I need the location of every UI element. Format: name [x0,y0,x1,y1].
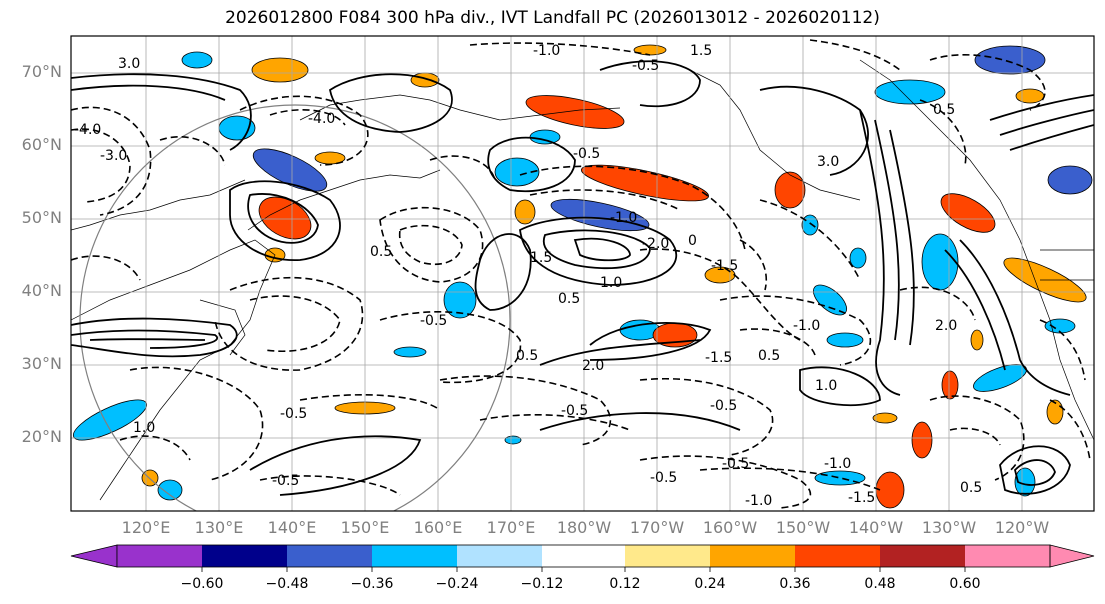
colorbar-segment [625,545,710,567]
colorbar-tick-label: 0.36 [779,576,811,592]
contour-label: -0.5 [573,146,600,162]
colorbar-tick-label: −0.36 [350,576,394,592]
colorbar-tick-label: −0.48 [265,576,309,592]
colorbar-tick-label: −0.12 [520,576,564,592]
colorbar-tick-label: 0.60 [949,576,981,592]
negative-ivt-contours [71,39,1091,509]
contour-label: -0.5 [280,406,307,422]
coastlines [71,59,1094,501]
lon-label: 170°E [486,518,536,537]
contour-label: -1.0 [824,456,851,472]
colorbar-max-extension [1049,544,1095,568]
contour-label: 2.0 [935,318,957,334]
colorbar-tick-label: −0.60 [180,576,224,592]
lat-label: 70°N [21,62,62,81]
contour-label: 3.0 [817,154,839,170]
contour-label: -4.0 [74,122,101,138]
contour-label: -1.5 [705,350,732,366]
colorbar-tick-label: 0.24 [694,576,726,592]
colorbar-tick-label: −0.24 [435,576,479,592]
lon-label: 140°E [267,518,317,537]
contour-label: 1.0 [133,420,155,436]
colorbar [70,544,1095,572]
colorbar-tick-label: 0.12 [609,576,641,592]
lon-label: 150°W [775,518,831,537]
contour-label: -0.5 [710,398,737,414]
lon-label: 160°W [702,518,758,537]
contour-label: 0.5 [960,480,982,496]
lon-label: 120°E [121,518,171,537]
contour-label: 3.0 [118,56,140,72]
graticule [71,36,1094,511]
colorbar-segment [372,545,457,567]
map-title: 2026012800 F084 300 hPa div., IVT Landfa… [225,8,880,28]
lat-label: 30°N [21,354,62,373]
contour-label: 0.5 [758,348,780,364]
lat-label: 60°N [21,135,62,154]
colorbar-segment [880,545,965,567]
lon-label: 150°E [340,518,390,537]
contour-label: 0 [688,233,697,249]
contour-label: -1.5 [848,490,875,506]
lat-label: 50°N [21,208,62,227]
contour-label: -2.0 [642,236,669,252]
contour-label: -1.0 [745,493,772,509]
contour-label: -1.0 [793,318,820,334]
lon-label: 130°E [194,518,244,537]
colorbar-tick-marks [201,567,966,572]
lat-label: 20°N [21,427,62,446]
negative-divergence-shading [72,45,1093,501]
colorbar-frame [116,544,1051,568]
lon-label: 170°W [629,518,685,537]
lat-label: 40°N [21,281,62,300]
colorbar-segment [542,545,625,567]
positive-ivt-contours [71,60,1094,496]
colorbar-segment [710,545,795,567]
contour-label: -0.5 [722,456,749,472]
contour-label: -0.5 [561,403,588,419]
contour-label: 1.5 [690,43,712,59]
lon-label: 120°W [994,518,1050,537]
contour-label: -3.0 [100,148,127,164]
lon-label: 180°W [556,518,612,537]
colorbar-segment [287,545,372,567]
contour-label: -1.5 [711,258,738,274]
contour-label: -0.5 [420,313,447,329]
contour-label: -1.0 [610,210,637,226]
colorbar-segment [117,545,202,567]
contour-label: 1.5 [530,250,552,266]
colorbar-segment [202,545,287,567]
colorbar-segment [965,545,1050,567]
contour-label: 1.0 [600,275,622,291]
contour-label: -0.5 [272,473,299,489]
colorbar-tick-label: 0.48 [864,576,896,592]
lon-label: 140°W [848,518,904,537]
lon-label: 160°E [413,518,463,537]
colorbar-min-extension [70,544,118,568]
range-circle [79,104,511,511]
contour-label: -0.5 [632,58,659,74]
lon-label: 130°W [921,518,977,537]
contour-labels: 3.0 3.0 -4.0 -3.0 -4.0 -1.0 1.5 -0.5 0.5… [74,43,982,509]
colorbar-segment [457,545,542,567]
map-frame [70,35,1095,512]
contour-label: -0.5 [650,470,677,486]
contour-label: 0.5 [370,244,392,260]
contour-label: -4.0 [308,111,335,127]
contour-label: 0.5 [933,102,955,118]
contour-label: -1.0 [533,43,560,59]
contour-label: 0.5 [516,348,538,364]
contour-label: 1.0 [815,378,837,394]
contour-label: 0.5 [558,291,580,307]
contour-label: 2.0 [582,358,604,374]
colorbar-segment [795,545,880,567]
